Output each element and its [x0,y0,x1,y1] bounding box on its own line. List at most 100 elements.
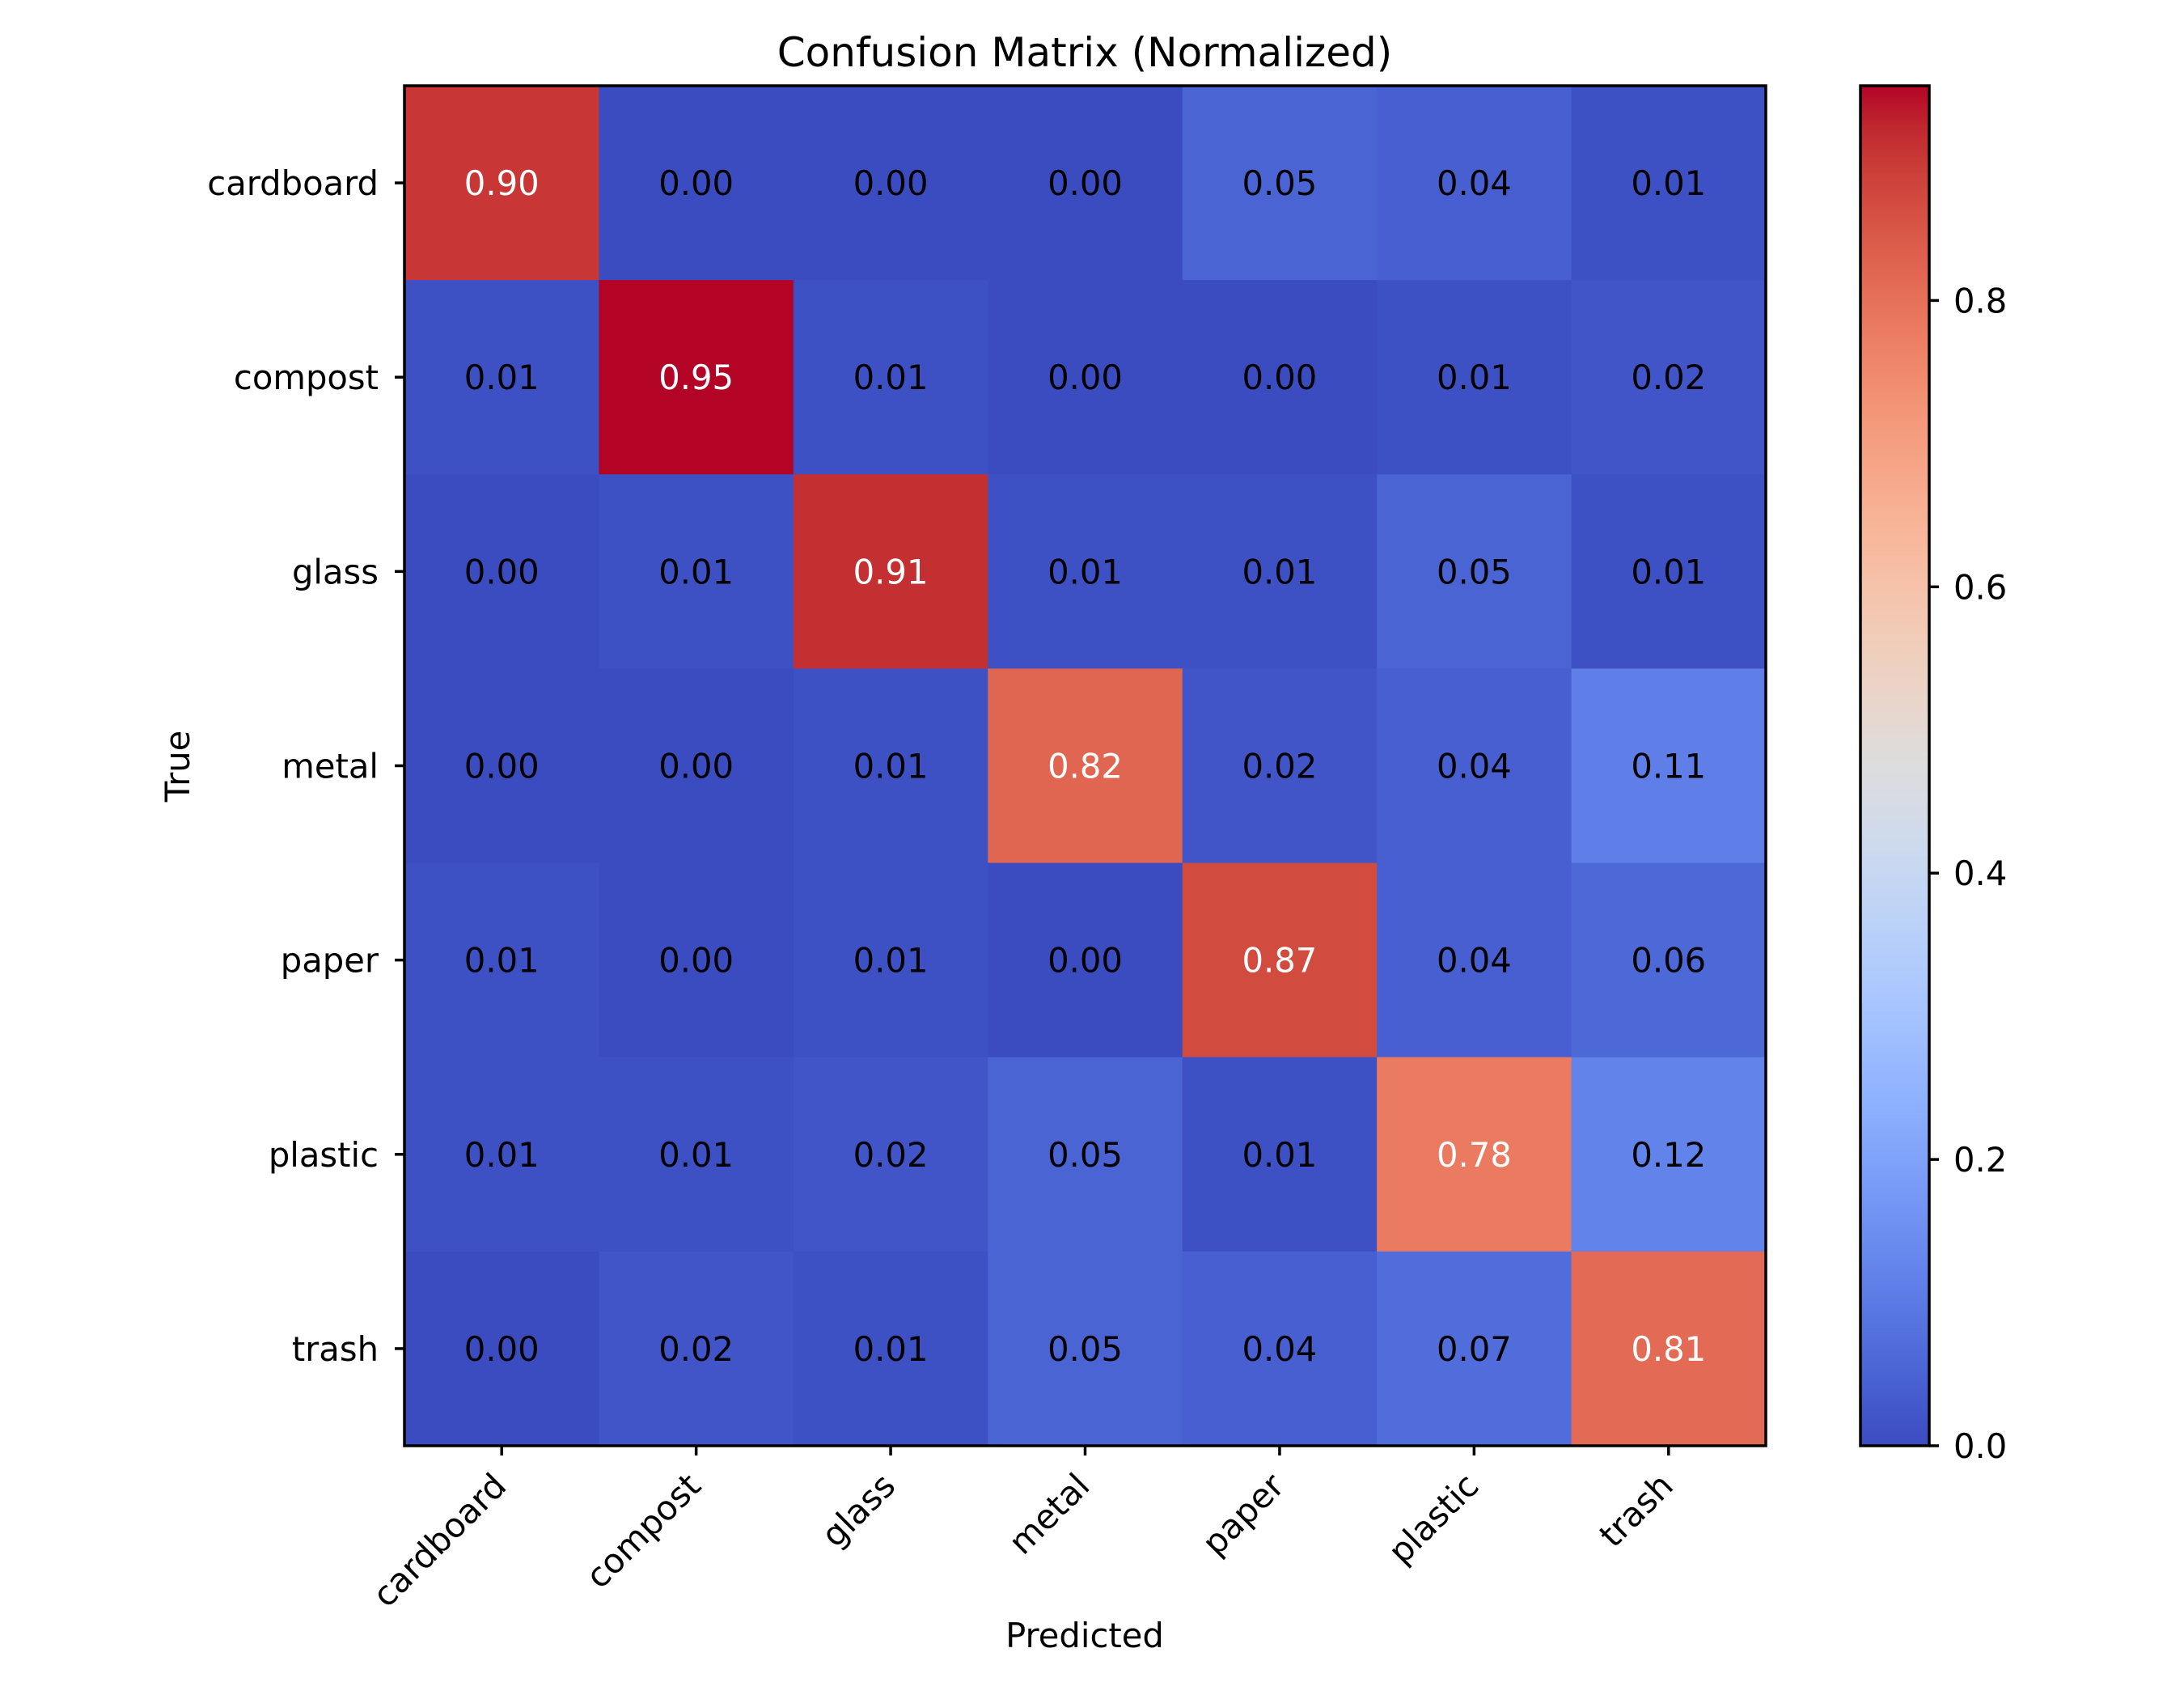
heatmap-cell [599,1251,794,1447]
heatmap-cell [988,668,1183,864]
cell-value-label: 0.01 [1437,358,1512,397]
cell-value-label: 0.04 [1242,1329,1318,1369]
cell-value-label: 0.91 [853,552,929,591]
y-tick-label: compost [234,358,379,397]
cell-value-label: 0.02 [1242,747,1318,786]
heatmap-cell [1377,280,1572,475]
x-axis-label: Predicted [1005,1616,1164,1655]
heatmap-cell [1571,1057,1767,1252]
colorbar-ticks: 0.0 0.2 0.4 0.6 0.8 [1929,281,2007,1466]
cell-value-label: 0.00 [658,163,734,203]
y-axis-ticks: cardboard compost glass metal paper plastic tr… [207,163,404,1369]
cell-value-label: 0.82 [1048,747,1123,786]
heatmap-cell [1571,862,1767,1058]
heatmap-cell [1377,1057,1572,1252]
heatmap-cell [1377,86,1572,281]
cell-value-label: 0.00 [853,163,929,203]
cell-value-label: 0.90 [464,163,540,203]
heatmap-cell [599,1057,794,1252]
heatmap-cell [1182,1251,1378,1447]
heatmap-cell [404,668,600,864]
heatmap-cell [793,474,988,670]
y-tick-label: cardboard [207,163,379,203]
chart-title: Confusion Matrix (Normalized) [777,29,1392,76]
cell-value-label: 0.01 [464,1135,540,1175]
heatmap-cell [1182,474,1378,670]
cell-value-label: 0.02 [1631,358,1706,397]
y-tick-label: glass [292,552,379,591]
colorbar-tick-label: 0.8 [1953,281,2007,320]
heatmap-cell [404,474,600,670]
cell-value-label: 0.95 [658,358,734,397]
heatmap-cell [793,862,988,1058]
heatmap-cell-labels: 0.90 0.00 0.00 0.00 0.05 0.04 0.01 0.01 0.95 0.01… [464,163,1706,1369]
cell-value-label: 0.00 [1048,941,1123,981]
heatmap-cell [793,1057,988,1252]
cell-value-label: 0.01 [1242,552,1318,591]
cell-value-label: 0.01 [853,747,929,786]
heatmap-cell [793,668,988,864]
heatmap-cell [1182,1057,1378,1252]
cell-value-label: 0.01 [1631,163,1706,203]
colorbar-gradient [1860,86,1929,1446]
cell-value-label: 0.00 [1048,358,1123,397]
cell-value-label: 0.00 [658,747,734,786]
cell-value-label: 0.11 [1631,747,1706,786]
heatmap-cell [404,1057,600,1252]
cell-value-label: 0.01 [853,1329,929,1369]
cell-value-label: 0.05 [1242,163,1318,203]
heatmap-cell [599,86,794,281]
heatmap-cell [1571,86,1767,281]
cell-value-label: 0.04 [1437,163,1512,203]
heatmap-cell [404,1251,600,1447]
heatmap-cell [988,1057,1183,1252]
cell-value-label: 0.05 [1048,1135,1123,1175]
cell-value-label: 0.81 [1631,1329,1706,1369]
heatmap-cell [793,280,988,475]
cell-value-label: 0.00 [1048,163,1123,203]
heatmap-cell [599,474,794,670]
heatmap-cell [1571,474,1767,670]
heatmap-cell [599,668,794,864]
cell-value-label: 0.01 [464,941,540,981]
cell-value-label: 0.02 [853,1135,929,1175]
heatmap-cell [988,86,1183,281]
heatmap-cell [599,862,794,1058]
cell-value-label: 0.00 [464,552,540,591]
y-axis-label: True [158,731,197,803]
colorbar-tick-label: 0.2 [1953,1140,2007,1180]
heatmap-cell [1571,280,1767,475]
heatmap-cell [599,280,794,475]
cell-value-label: 0.01 [1048,552,1123,591]
cell-value-label: 0.05 [1437,552,1512,591]
cell-value-label: 0.01 [658,552,734,591]
heatmap-cell [793,1251,988,1447]
cell-value-label: 0.01 [658,1135,734,1175]
heatmap-cell [1571,668,1767,864]
cell-value-label: 0.04 [1437,941,1512,981]
heatmap-cell [1182,280,1378,475]
cell-value-label: 0.01 [853,941,929,981]
heatmap-cell [1571,1251,1767,1447]
colorbar-tick-label: 0.6 [1953,567,2007,607]
cell-value-label: 0.01 [1242,1135,1318,1175]
y-tick-label: plastic [269,1135,379,1175]
cell-value-label: 0.07 [1437,1329,1512,1369]
cell-value-label: 0.87 [1242,941,1318,981]
heatmap-cell [1182,668,1378,864]
y-tick-label: paper [281,941,379,981]
heatmap-cell [404,280,600,475]
heatmap-cell [988,280,1183,475]
heatmap-cell [1377,862,1572,1058]
colorbar-tick-label: 0.4 [1953,854,2007,893]
cell-value-label: 0.06 [1631,941,1706,981]
heatmap-cell [1182,862,1378,1058]
cell-value-label: 0.78 [1437,1135,1512,1175]
heatmap-cell [1377,668,1572,864]
colorbar-tick-label: 0.0 [1953,1426,2007,1466]
y-tick-label: trash [292,1329,379,1369]
y-tick-label: metal [281,747,379,786]
cell-value-label: 0.04 [1437,747,1512,786]
cell-value-label: 0.00 [1242,358,1318,397]
cell-value-label: 0.05 [1048,1329,1123,1369]
